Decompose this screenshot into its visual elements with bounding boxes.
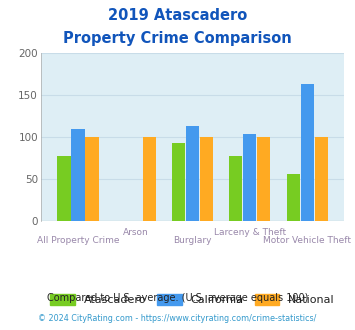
Legend: Atascadero, California, National: Atascadero, California, National [46,290,339,310]
Text: © 2024 CityRating.com - https://www.cityrating.com/crime-statistics/: © 2024 CityRating.com - https://www.city… [38,314,317,323]
Bar [286,174,300,221]
Bar [172,143,185,221]
Bar [301,84,314,221]
Text: Larceny & Theft: Larceny & Theft [214,228,286,237]
Bar [229,156,242,221]
Bar [186,126,199,221]
Text: Burglary: Burglary [173,236,212,245]
Bar [58,156,71,221]
Bar [257,137,271,221]
Text: Property Crime Comparison: Property Crime Comparison [63,31,292,46]
Bar [200,137,213,221]
Bar [143,137,156,221]
Bar [243,134,256,221]
Bar [71,129,84,221]
Text: Motor Vehicle Theft: Motor Vehicle Theft [263,236,351,245]
Text: 2019 Atascadero: 2019 Atascadero [108,8,247,23]
Text: Compared to U.S. average. (U.S. average equals 100): Compared to U.S. average. (U.S. average … [47,293,308,303]
Bar [315,137,328,221]
Bar [86,137,99,221]
Text: Arson: Arson [122,228,148,237]
Text: All Property Crime: All Property Crime [37,236,119,245]
